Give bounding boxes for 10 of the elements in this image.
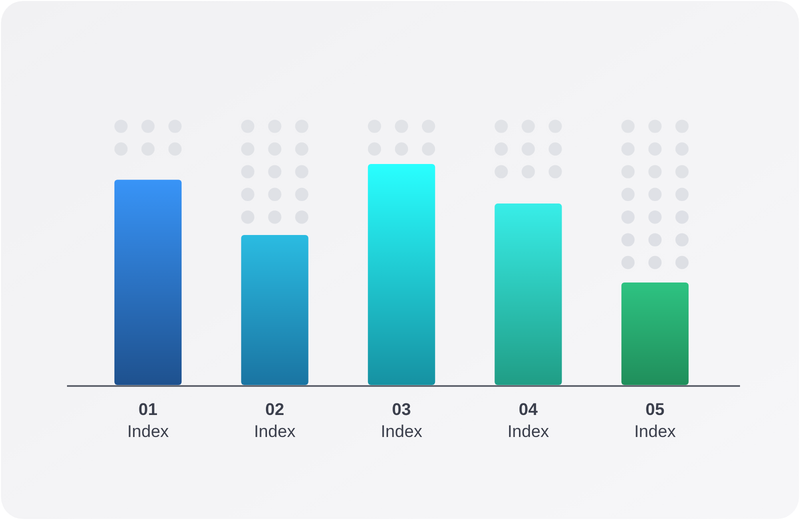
bar: [494, 204, 562, 385]
bar: [114, 180, 182, 385]
x-tick-label: 02 Index: [254, 400, 296, 441]
bar: [368, 164, 436, 385]
x-tick-label: 04 Index: [507, 400, 550, 441]
x-tick-label: 05 Index: [634, 400, 676, 441]
bar: [241, 234, 308, 385]
bar: [621, 282, 689, 385]
x-tick-label: 01 Index: [127, 400, 170, 441]
x-tick-label: 03 Index: [380, 400, 423, 441]
